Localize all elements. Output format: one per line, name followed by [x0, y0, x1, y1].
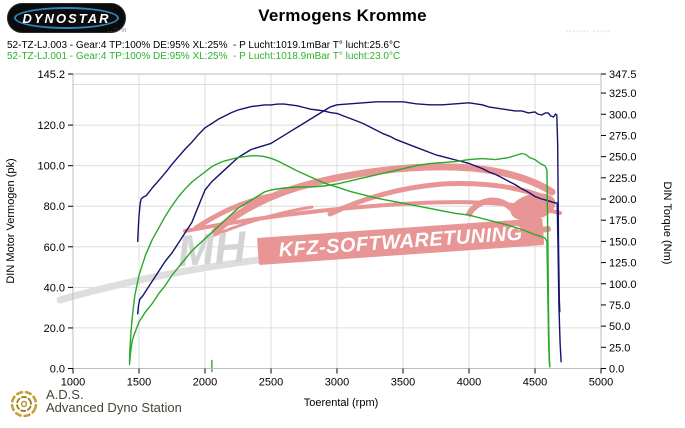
y-right-tick-label: 225.0	[609, 173, 637, 185]
page-title: Vermogens Kromme	[258, 6, 427, 25]
y-left-tick-label: 40.0	[44, 282, 65, 294]
y-right-tick-label: 100.0	[609, 279, 637, 291]
y-right-tick-label: 150.0	[609, 236, 637, 248]
y-left-tick-label: 20.0	[44, 323, 65, 335]
x-tick-label: 1000	[61, 377, 85, 389]
ads-title: A.D.S.	[46, 387, 84, 402]
y-right-tick-label: 275.0	[609, 130, 637, 142]
y-right-tick-label: 0.0	[609, 364, 624, 376]
series-power-52-TZ-LJ.003	[136, 101, 561, 315]
y-right-tick-label: 175.0	[609, 215, 637, 227]
y-right-tick-label: 347.5	[609, 69, 637, 81]
y-right-tick-label: 25.0	[609, 342, 630, 354]
watermark-banner-band	[257, 218, 545, 265]
x-axis-title: Toerental (rpm)	[304, 397, 379, 409]
x-tick-label: 1500	[127, 377, 151, 389]
watermark-car-windowline	[327, 181, 547, 217]
y-left-tick-label: 100.0	[37, 161, 65, 173]
run-info-line-1: 52-TZ-LJ.003 - Gear:4 TP:100% DE:95% XL:…	[7, 40, 401, 51]
watermark-car-wheelarch	[465, 197, 515, 218]
x-tick-label: 2000	[193, 377, 217, 389]
x-tick-label: 4000	[457, 377, 481, 389]
y-left-axis-title: DIN Motor Vermogen (pk)	[5, 158, 17, 283]
y-right-tick-label: 325.0	[609, 88, 637, 100]
dynostar-logo-text: DYNOSTAR	[22, 11, 111, 26]
y-right-tick-label: 125.0	[609, 258, 637, 270]
ads-subtitle: Advanced Dyno Station	[46, 400, 182, 415]
dynostar-logo: DYNOSTAR	[7, 3, 126, 33]
x-tick-label: 3000	[325, 377, 349, 389]
ads-logo-icon	[10, 390, 38, 418]
dynostar-logo-ring	[14, 7, 119, 29]
y-right-tick-label: 250.0	[609, 152, 637, 164]
chart-axes: 0.0 20.0 40.0 60.0 80.0 100.0 120.0 145.2 0.0 25.…	[37, 69, 636, 389]
watermark-car-rear-arc	[193, 193, 273, 231]
ads-footer: A.D.S. Advanced Dyno Station	[8, 386, 268, 426]
series-power-52-TZ-LJ.001	[128, 152, 551, 368]
chart-curves	[128, 101, 562, 373]
x-tick-label: 4500	[523, 377, 547, 389]
y-left-tick-label: 120.0	[37, 120, 65, 132]
fine-print: ······· ·····	[566, 29, 612, 35]
y-left-tick-label: 80.0	[44, 201, 65, 213]
y-right-tick-label: 200.0	[609, 194, 637, 206]
y-right-tick-label: 75.0	[609, 300, 630, 312]
x-tick-label: 2500	[259, 377, 283, 389]
run-info-line-2: 52-TZ-LJ.001 - Gear:4 TP:100% DE:95% XL:…	[7, 51, 401, 62]
series-torque-52-TZ-LJ.003	[136, 103, 562, 363]
x-tick-label: 5000	[589, 377, 613, 389]
y-right-axis-title: DIN Torque (Nm)	[661, 182, 673, 265]
y-left-tick-label: 145.2	[37, 69, 65, 81]
series-torque-52-TZ-LJ.001	[128, 155, 551, 368]
y-right-tick-label: 300.0	[609, 109, 637, 121]
run-info-lines: 52-TZ-LJ.003 - Gear:4 TP:100% DE:95% XL:…	[7, 40, 400, 62]
y-left-tick-label: 60.0	[44, 242, 65, 254]
y-left-tick-label: 0.0	[50, 364, 65, 376]
y-right-tick-label: 50.0	[609, 321, 630, 333]
x-tick-label: 3500	[391, 377, 415, 389]
watermark-car-roofline	[211, 163, 556, 236]
dynostar-logo-subtext: ..:: m	[108, 28, 128, 34]
watermark-car-rear-line	[208, 205, 314, 239]
